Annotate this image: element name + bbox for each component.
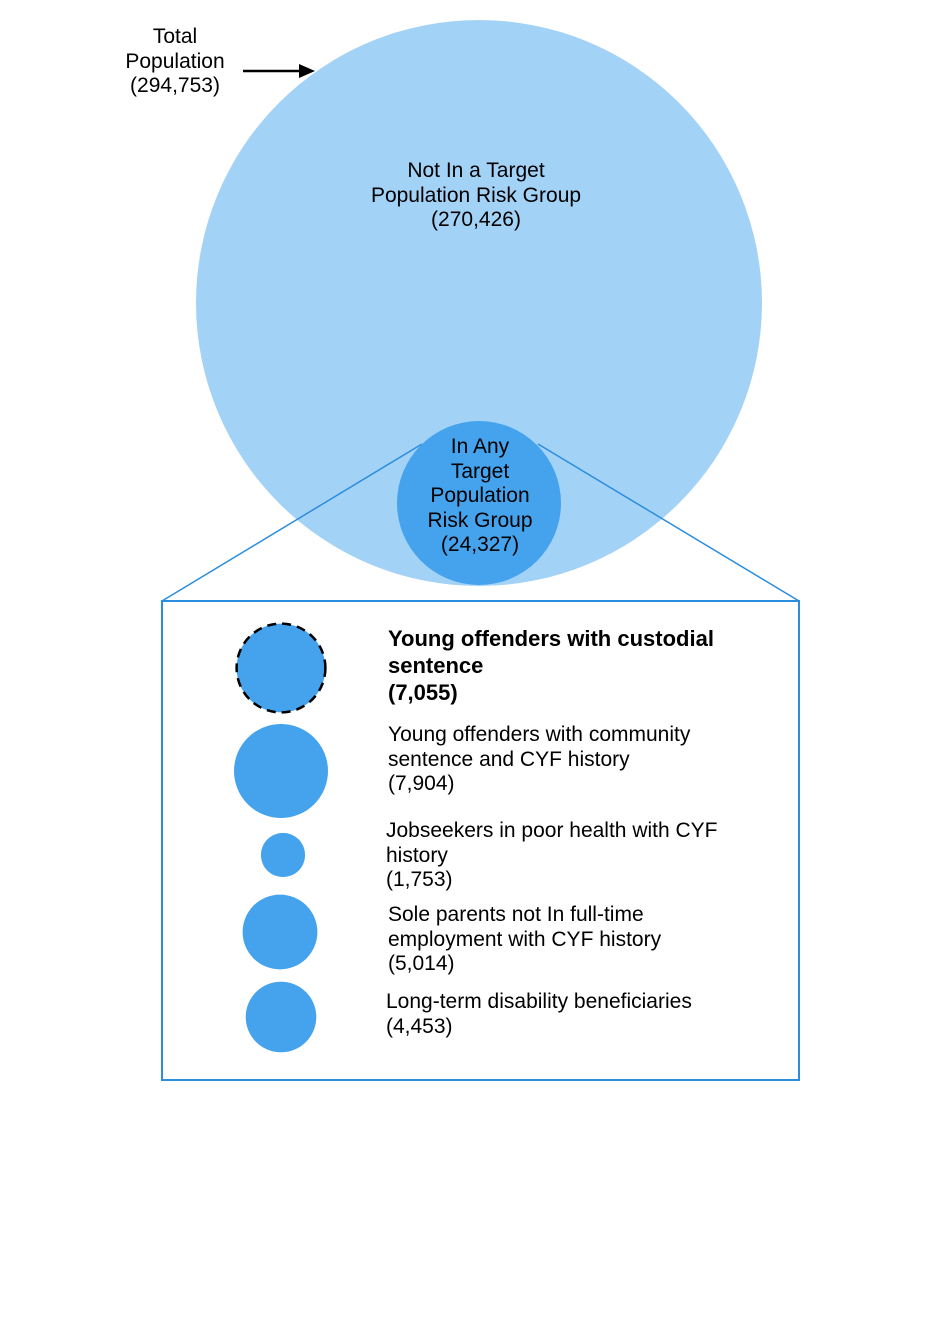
in-any-group-circle bbox=[397, 421, 561, 585]
total-population-label: Total Population (294,753) bbox=[100, 25, 250, 99]
group-label-community: Young offenders with community sentence … bbox=[388, 723, 690, 797]
group-circle-community bbox=[234, 724, 328, 818]
group-label-community-line-2: sentence and CYF history bbox=[388, 747, 630, 771]
group-label-sole-parents-line-2: employment with CYF history bbox=[388, 927, 662, 951]
in-any-group-line-1: In Any bbox=[450, 435, 510, 458]
not-in-group-count: (270,426) bbox=[431, 208, 521, 231]
group-label-community-count: (7,904) bbox=[388, 772, 455, 795]
zoom-connector-left bbox=[161, 443, 423, 602]
group-label-custodial-line-2: sentence bbox=[388, 653, 484, 678]
group-label-disability-line-1: Long-term disability beneficiaries bbox=[386, 990, 692, 1013]
group-circle-custodial bbox=[235, 622, 327, 714]
group-circle-disability bbox=[245, 981, 317, 1053]
in-any-group-line-4: Risk Group bbox=[427, 508, 533, 532]
in-any-group-label: In Any Target Population Risk Group (24,… bbox=[400, 435, 560, 558]
total-population-count: (294,753) bbox=[130, 74, 220, 97]
group-label-custodial-line-1: Young offenders with custodial bbox=[388, 626, 714, 651]
group-label-sole-parents-line-1: Sole parents not In full-time bbox=[388, 903, 644, 926]
not-in-group-label: Not In a Target Population Risk Group (2… bbox=[326, 159, 626, 233]
group-label-community-line-1: Young offenders with community bbox=[388, 723, 691, 746]
group-label-disability-count: (4,453) bbox=[386, 1014, 453, 1038]
group-label-jobseekers-count: (1,753) bbox=[386, 868, 453, 891]
group-label-jobseekers-line-1: Jobseekers in poor health with CYF bbox=[386, 819, 718, 842]
group-label-jobseekers-line-2: history bbox=[386, 843, 448, 867]
group-circle-sole-parents bbox=[242, 894, 318, 970]
group-label-custodial: Young offenders with custodial sentence … bbox=[388, 625, 714, 706]
group-label-jobseekers: Jobseekers in poor health with CYF histo… bbox=[386, 819, 718, 893]
arrow-head-icon bbox=[299, 64, 315, 78]
not-in-group-line-2: Population Risk Group bbox=[370, 183, 582, 207]
total-population-line-1: Total bbox=[152, 25, 198, 48]
group-label-sole-parents-count: (5,014) bbox=[388, 952, 455, 975]
zoom-connector-right bbox=[537, 443, 800, 602]
total-population-line-2: Population bbox=[125, 49, 225, 73]
group-circles bbox=[234, 622, 328, 1053]
group-circle-jobseekers bbox=[260, 832, 306, 878]
in-any-group-count: (24,327) bbox=[440, 533, 520, 556]
zoom-box bbox=[161, 600, 800, 1081]
in-any-group-line-2: Target bbox=[450, 459, 510, 483]
in-any-group-line-3: Population bbox=[430, 484, 530, 507]
total-population-circle bbox=[196, 20, 762, 586]
not-in-group-line-1: Not In a Target bbox=[407, 159, 545, 182]
group-label-sole-parents: Sole parents not In full-time employment… bbox=[388, 903, 661, 977]
group-label-custodial-count: (7,055) bbox=[388, 680, 458, 705]
group-label-disability: Long-term disability beneficiaries (4,45… bbox=[386, 990, 692, 1039]
